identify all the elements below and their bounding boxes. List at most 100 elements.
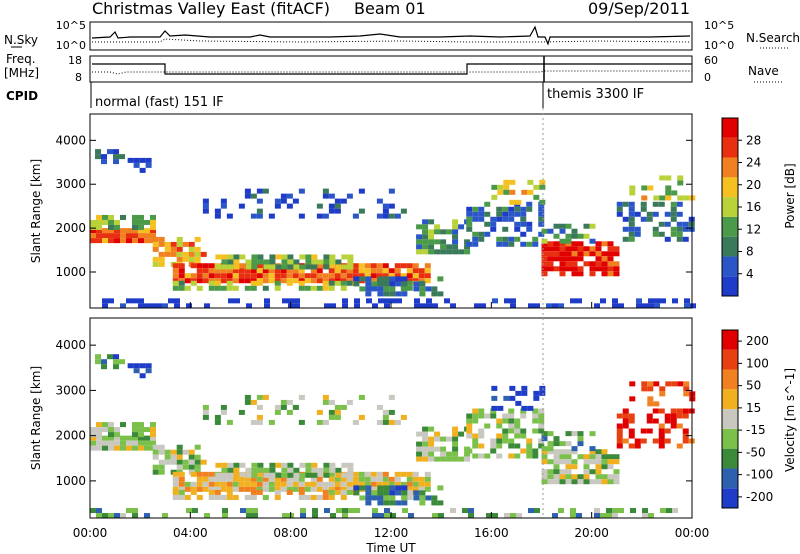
heatmap-cell: [239, 254, 246, 260]
heatmap-cell: [600, 298, 606, 304]
x-tick-label: 16:00: [474, 526, 509, 540]
heatmap-cell: [132, 445, 138, 451]
colorbar-tick-label: 15: [746, 401, 761, 415]
heatmap-cell: [96, 508, 102, 514]
heatmap-cell: [478, 236, 485, 242]
heatmap-cell: [292, 404, 299, 410]
heatmap-cell: [132, 228, 138, 234]
heatmap-cell: [395, 485, 402, 491]
heatmap-cell: [220, 285, 227, 291]
heatmap-cell: [577, 454, 584, 460]
heatmap-cell: [412, 486, 419, 492]
heatmap-cell: [412, 263, 419, 269]
heatmap-cell: [628, 226, 635, 232]
heatmap-cell: [634, 443, 641, 449]
heatmap-cell: [547, 256, 554, 262]
heatmap-cell: [250, 481, 257, 487]
heatmap-cell: [286, 489, 293, 495]
heatmap-cell: [541, 459, 548, 465]
heatmap-cell: [244, 278, 251, 284]
y-tick-label: 4000: [55, 133, 86, 147]
freq-panel: Freq. [MHz] 18 8 60 0 Nave: [4, 52, 782, 84]
noise-panel-frame: [89, 21, 693, 51]
heatmap-cell: [221, 259, 228, 265]
heatmap-cell: [316, 476, 323, 482]
heatmap-cell: [102, 422, 108, 428]
heatmap-cell: [431, 500, 438, 506]
heatmap-cell: [341, 472, 348, 478]
freq-trace: [92, 63, 692, 75]
heatmap-cell: [220, 273, 227, 279]
heatmap-cell: [256, 263, 263, 269]
heatmap-cell: [238, 268, 245, 274]
heatmap-cell: [416, 431, 423, 437]
heatmap-cell: [126, 233, 132, 239]
heatmap-cell: [508, 418, 515, 424]
heatmap-cell: [401, 495, 408, 501]
heatmap-cell: [658, 443, 665, 449]
heatmap-cell: [340, 273, 347, 279]
heatmap-cell: [194, 256, 201, 262]
heatmap-cell: [158, 251, 165, 257]
heatmap-cell: [286, 481, 293, 487]
heatmap-cell: [547, 469, 554, 475]
heatmap-cell: [376, 268, 383, 274]
heatmap-cell: [90, 228, 96, 234]
heatmap-cell: [583, 233, 590, 239]
heatmap-cell: [114, 513, 120, 519]
heatmap-cell: [424, 273, 431, 279]
heatmap-cell: [305, 254, 312, 260]
heatmap-cell: [472, 413, 479, 419]
heatmap-cell: [334, 208, 341, 214]
heatmap-cell: [365, 286, 372, 292]
heatmap-cell: [646, 428, 653, 434]
heatmap-cell: [138, 445, 144, 451]
heatmap-cell: [478, 231, 485, 237]
heatmap-cell: [120, 440, 126, 446]
heatmap-cell: [114, 440, 120, 446]
heatmap-cell: [244, 193, 251, 199]
heatmap-cell: [401, 490, 408, 496]
heatmap-cell: [559, 266, 566, 272]
heatmap-cell: [329, 467, 336, 473]
heatmap-cell: [257, 467, 264, 473]
heatmap-cell: [464, 249, 471, 255]
heatmap-cell: [232, 486, 239, 492]
heatmap-cell: [677, 175, 684, 181]
heatmap-cell: [547, 459, 554, 465]
heatmap-cell: [408, 513, 414, 519]
heatmap-cell: [395, 276, 402, 282]
heatmap-cell: [382, 273, 389, 279]
heatmap-cell: [158, 464, 165, 470]
x-tick-label: 00:00: [675, 526, 710, 540]
heatmap-cell: [102, 435, 108, 441]
heatmap-cell: [311, 467, 318, 473]
heatmap-cell: [508, 423, 515, 429]
heatmap-cell: [378, 298, 384, 304]
heatmap-cell: [372, 513, 378, 519]
heatmap-cell: [422, 441, 429, 447]
heatmap-cell: [616, 206, 623, 212]
heatmap-cell: [589, 246, 596, 252]
heatmap-cell: [394, 263, 401, 269]
heatmap-cell: [139, 157, 146, 163]
heatmap-cell: [490, 408, 497, 414]
heatmap-cell: [515, 199, 522, 205]
heatmap-cell: [508, 408, 515, 414]
heatmap-cell: [452, 451, 459, 457]
heatmap-cell: [440, 446, 447, 452]
heatmap-cell: [280, 404, 287, 410]
heatmap-cell: [490, 216, 497, 222]
heatmap-cell: [646, 211, 653, 217]
heatmap-cell: [126, 445, 132, 451]
heatmap-cell: [184, 481, 191, 487]
heatmap-cell: [671, 190, 678, 196]
heatmap-cell: [527, 179, 534, 185]
heatmap-cell: [158, 236, 165, 242]
heatmap-cell: [559, 261, 566, 267]
heatmap-cell: [250, 399, 257, 405]
